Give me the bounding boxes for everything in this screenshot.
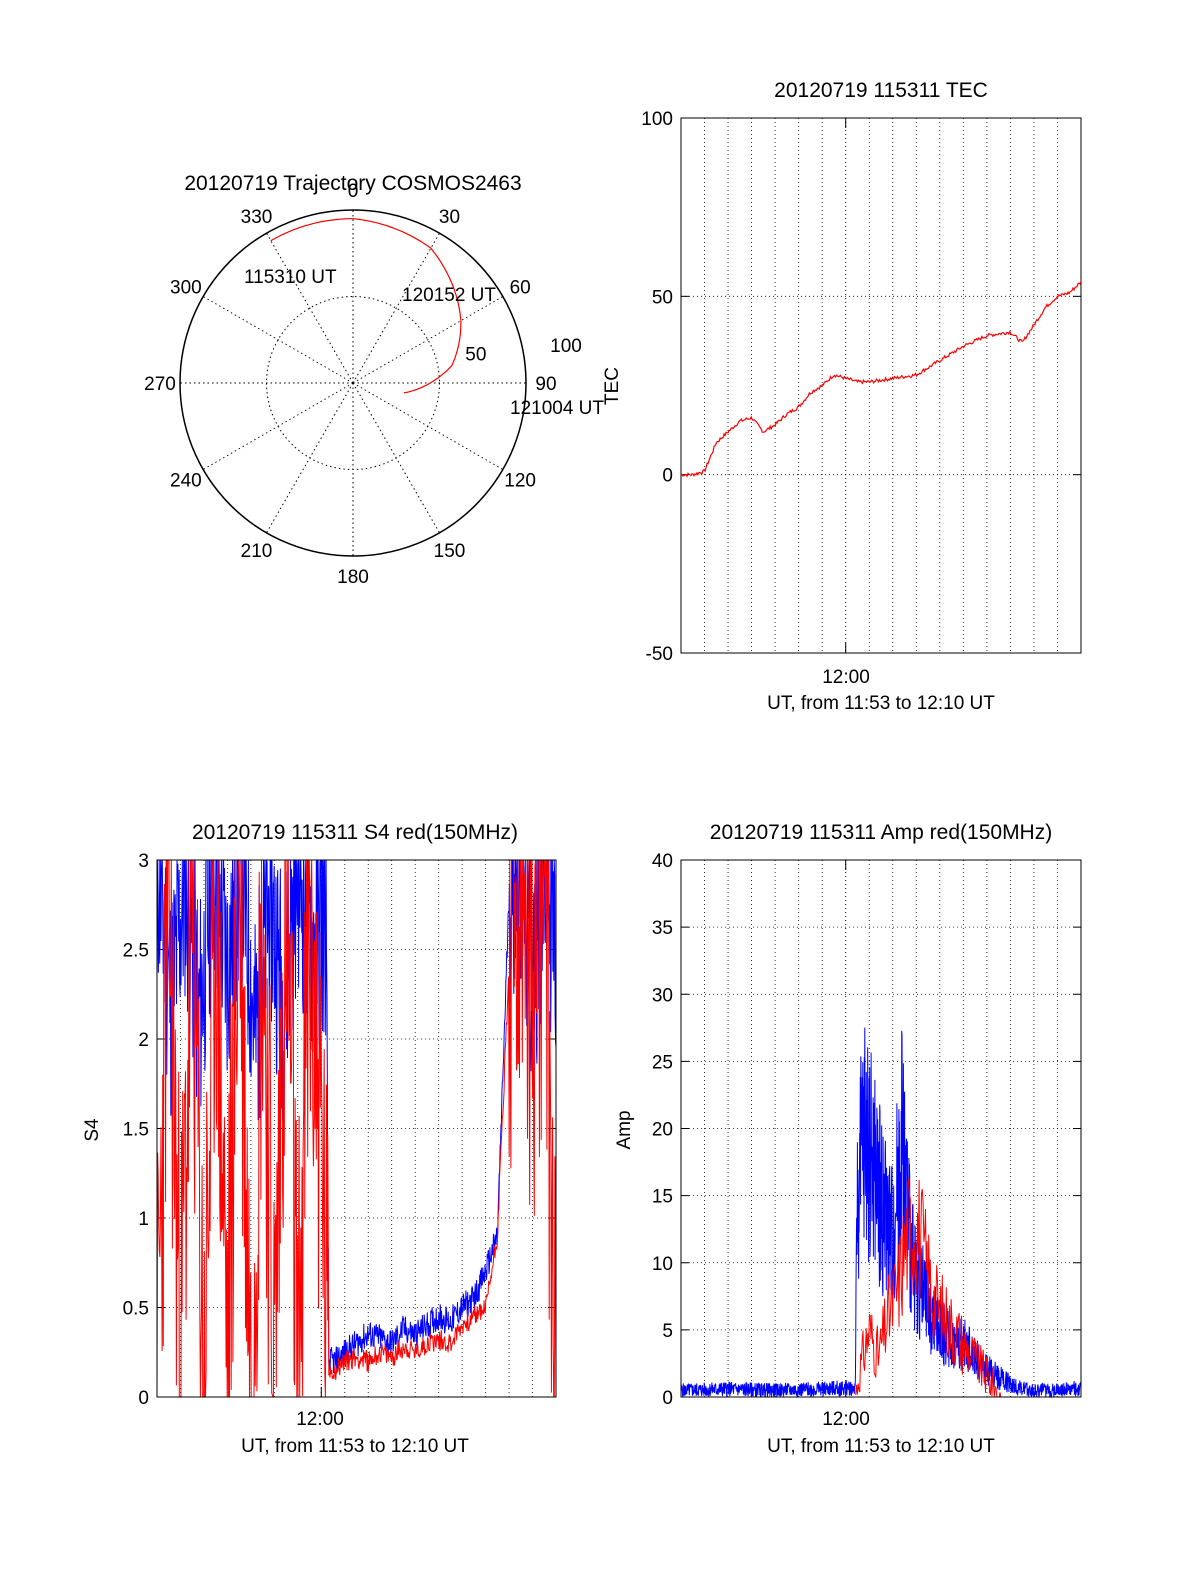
polar-ring-label: 100 <box>550 336 582 357</box>
polar-spoke <box>352 382 504 470</box>
tec-chart: 20120719 115311 TEC -50 0 50 100 12:00 UT, … <box>602 79 1082 714</box>
polar-azimuth-label: 300 <box>170 278 202 299</box>
tec-y-axis-label: TEC <box>602 367 623 405</box>
amp-chart: 20120719 115311 Amp red(150MHz) 0 5 10 15 20… <box>614 821 1082 1457</box>
s4-red-series-line <box>156 859 557 1398</box>
trajectory-track <box>270 218 462 394</box>
polar-spoke <box>202 296 354 384</box>
polar-spoke <box>266 232 354 384</box>
tec-title: 20120719 115311 TEC <box>774 79 988 102</box>
y-tick-label: 2.5 <box>123 941 149 962</box>
y-tick-label: 15 <box>652 1187 673 1208</box>
amp-x-axis-label: UT, from 11:53 to 12:10 UT <box>767 1436 995 1457</box>
polar-spoke <box>352 296 504 384</box>
y-tick-label: 20 <box>652 1120 673 1141</box>
y-tick-label: 40 <box>652 851 673 872</box>
y-tick-label: 3 <box>138 851 149 872</box>
polar-azimuth-label: 90 <box>535 374 556 395</box>
polar-outer-circle <box>179 209 527 557</box>
polar-labels: 0 30 60 90 120 150 180 210 240 270 300 330 50 100 <box>144 181 582 588</box>
s4-plot-frame <box>156 859 557 1398</box>
polar-azimuth-label: 270 <box>144 374 176 395</box>
polar-azimuth-label: 30 <box>439 207 460 228</box>
tec-plot-frame <box>680 117 1082 654</box>
polar-spoke <box>352 232 440 384</box>
trajectory-chart: 20120719 Trajectory COSMOS2463 0 30 60 90 12… <box>144 172 604 588</box>
s4-x-axis-label: UT, from 11:53 to 12:10 UT <box>241 1436 469 1457</box>
tec-grid <box>681 117 1081 654</box>
amp-grid <box>681 859 1081 1398</box>
polar-azimuth-label: 60 <box>510 278 531 299</box>
polar-spoke <box>202 382 354 470</box>
tec-x-axis-label: UT, from 11:53 to 12:10 UT <box>767 693 995 714</box>
polar-azimuth-label: 150 <box>434 541 466 562</box>
y-tick-label: -50 <box>646 644 673 665</box>
polar-grid <box>179 209 527 557</box>
tec-x-tick-label: 12:00 <box>822 667 870 688</box>
trajectory-title: 20120719 Trajectory COSMOS2463 <box>184 172 521 195</box>
polar-azimuth-label: 330 <box>241 207 273 228</box>
y-tick-label: 35 <box>652 918 673 939</box>
amp-y-axis-label: Amp <box>614 1110 635 1149</box>
y-tick-label: 5 <box>662 1321 673 1342</box>
amp-y-ticks: 0 5 10 15 20 25 30 35 40 <box>652 851 673 1409</box>
polar-spoke <box>266 382 354 534</box>
y-tick-label: 0 <box>662 1388 673 1409</box>
polar-azimuth-label: 210 <box>241 541 273 562</box>
trajectory-end-label: 121004 UT <box>510 398 604 419</box>
amp-title: 20120719 115311 Amp red(150MHz) <box>710 821 1052 844</box>
y-tick-label: 1 <box>138 1209 149 1230</box>
amp-red-series-line <box>855 1178 1002 1398</box>
polar-azimuth-label: 180 <box>337 567 369 588</box>
polar-spoke <box>352 382 440 534</box>
y-tick-label: 25 <box>652 1052 673 1073</box>
trajectory-mid-label: 120152 UT <box>402 285 496 306</box>
s4-y-ticks: 0 0.5 1 1.5 2 2.5 3 <box>123 851 149 1409</box>
polar-azimuth-label: 120 <box>504 471 536 492</box>
y-tick-label: 10 <box>652 1254 673 1275</box>
y-tick-label: 50 <box>652 287 673 308</box>
y-tick-label: 1.5 <box>123 1120 149 1141</box>
y-tick-label: 0.5 <box>123 1299 149 1320</box>
s4-y-axis-label: S4 <box>82 1118 103 1142</box>
amp-x-tick-label: 12:00 <box>822 1409 870 1430</box>
amp-plot-frame <box>680 859 1082 1398</box>
s4-title: 20120719 115311 S4 red(150MHz) <box>192 821 518 844</box>
tec-y-ticks: -50 0 50 100 <box>641 109 673 665</box>
polar-azimuth-label: 240 <box>170 471 202 492</box>
y-tick-label: 0 <box>662 466 673 487</box>
polar-ring-label: 50 <box>465 345 486 366</box>
tec-series-line <box>680 281 1082 478</box>
s4-x-tick-label: 12:00 <box>296 1409 344 1430</box>
y-tick-label: 30 <box>652 985 673 1006</box>
y-tick-label: 0 <box>138 1388 149 1409</box>
y-tick-label: 100 <box>641 109 673 130</box>
s4-chart: 20120719 115311 S4 red(150MHz) 0 0.5 1 1.5 2… <box>82 821 557 1457</box>
y-tick-label: 2 <box>138 1030 149 1051</box>
polar-azimuth-label: 0 <box>348 181 359 202</box>
trajectory-start-label: 115310 UT <box>244 267 337 288</box>
amp-blue-series-line <box>680 1027 1082 1399</box>
